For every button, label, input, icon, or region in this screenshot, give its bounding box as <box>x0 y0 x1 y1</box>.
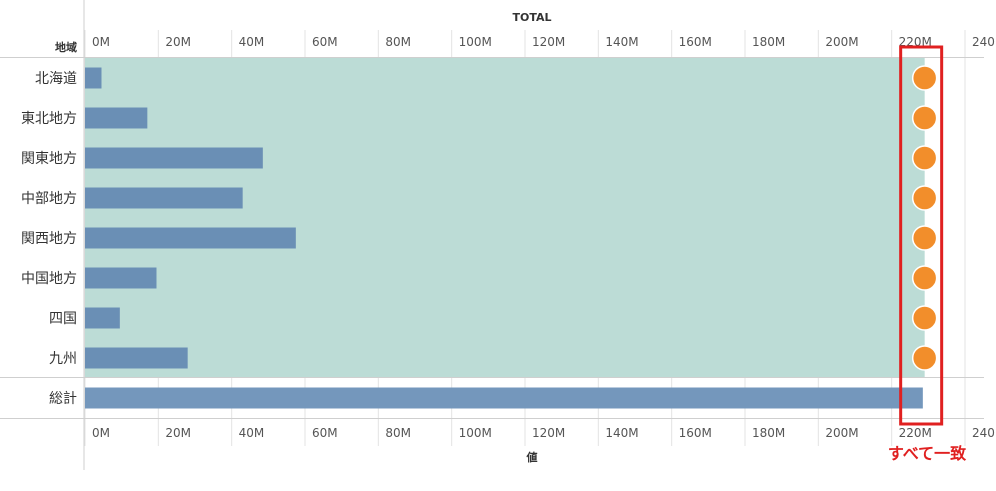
x-tick-label-bottom: 240M <box>972 426 996 440</box>
x-tick-label-bottom: 60M <box>312 426 338 440</box>
total-marker <box>911 225 938 251</box>
total-marker <box>911 185 938 211</box>
highlight-box <box>899 45 944 426</box>
x-tick-label-top: 120M <box>532 35 565 49</box>
x-tick-label-bottom: 160M <box>679 426 712 440</box>
x-tick-label-top: 60M <box>312 35 338 49</box>
bar <box>85 107 148 129</box>
x-tick-label-top: 20M <box>165 35 191 49</box>
row-label: 北海道 <box>35 71 77 87</box>
x-tick-label-top: 240M <box>972 35 996 49</box>
x-tick-label-bottom: 220M <box>899 426 932 440</box>
bar <box>85 347 188 369</box>
labels: TOTAL 地域 値 0M 0M 20M 20M 40M 40M 60M 60M 80M 80M 1… <box>21 11 996 464</box>
x-tick-label-bottom: 120M <box>532 426 565 440</box>
bar <box>85 307 120 329</box>
x-tick-label-top: 100M <box>459 35 492 49</box>
row-header-label: 地域 <box>55 40 77 54</box>
bottom-axis-title: 値 <box>526 450 538 464</box>
x-tick-label-top: 0M <box>92 35 110 49</box>
total-marker <box>911 345 938 371</box>
x-tick-label-top: 160M <box>679 35 712 49</box>
bar <box>85 147 263 169</box>
bar <box>85 267 157 289</box>
x-tick-label-top: 140M <box>605 35 638 49</box>
highlight: すべて一致 <box>888 45 967 463</box>
row-label: 関東地方 <box>21 151 77 167</box>
x-tick-label-bottom: 180M <box>752 426 785 440</box>
x-tick-label-bottom: 40M <box>239 426 265 440</box>
row-label: 関西地方 <box>21 231 77 247</box>
table-frame <box>0 0 984 470</box>
x-tick-label-bottom: 80M <box>385 426 411 440</box>
total-marker <box>911 105 938 131</box>
row-label: 中部地方 <box>21 191 77 207</box>
bar <box>85 227 296 249</box>
total-row-label: 総計 <box>49 391 77 407</box>
x-tick-label-top: 40M <box>239 35 265 49</box>
bar <box>85 67 102 89</box>
total-marker <box>911 145 938 171</box>
total-band <box>85 58 925 378</box>
row-label: 四国 <box>49 311 77 327</box>
x-tick-label-bottom: 0M <box>92 426 110 440</box>
x-tick-label-top: 180M <box>752 35 785 49</box>
top-axis-title: TOTAL <box>512 11 551 24</box>
annotation-text: すべて一致 <box>888 444 967 463</box>
total-bar <box>85 387 923 409</box>
total-marker <box>911 65 938 91</box>
total-marker <box>911 265 938 291</box>
row-label: 中国地方 <box>21 271 77 287</box>
x-tick-label-top: 200M <box>825 35 858 49</box>
bar <box>85 187 243 209</box>
total-marker <box>911 305 938 331</box>
row-label: 九州 <box>49 351 77 367</box>
bars <box>85 67 923 409</box>
x-tick-label-bottom: 20M <box>165 426 191 440</box>
total-markers <box>911 65 938 371</box>
total-band-area <box>85 58 925 378</box>
x-tick-label-bottom: 100M <box>459 426 492 440</box>
x-tick-label-bottom: 140M <box>605 426 638 440</box>
x-tick-label-bottom: 200M <box>825 426 858 440</box>
x-tick-label-top: 80M <box>385 35 411 49</box>
row-label: 東北地方 <box>21 111 77 127</box>
